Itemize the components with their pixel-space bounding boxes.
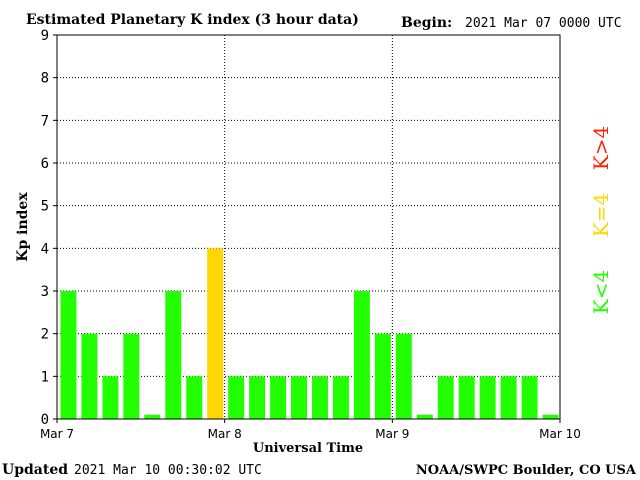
updated-value: 2021 Mar 10 00:30:02 UTC bbox=[74, 463, 262, 478]
y-tick-label: 4 bbox=[41, 241, 49, 257]
begin-label: Begin: bbox=[401, 15, 452, 31]
kp-bar bbox=[312, 376, 328, 419]
y-tick-label: 9 bbox=[41, 28, 49, 44]
kp-bar bbox=[60, 291, 77, 419]
kp-bar bbox=[228, 376, 245, 419]
x-tick-label: Mar 9 bbox=[375, 427, 409, 441]
y-tick-label: 0 bbox=[41, 412, 49, 428]
updated-label: Updated bbox=[2, 462, 68, 478]
kp-bar bbox=[249, 376, 266, 419]
kp-bar bbox=[291, 376, 307, 419]
y-tick-label: 5 bbox=[41, 199, 49, 215]
legend-equal: K=4 bbox=[589, 193, 613, 237]
kp-bar bbox=[458, 376, 475, 419]
y-tick-label: 6 bbox=[41, 156, 49, 172]
y-tick-label: 7 bbox=[41, 113, 49, 129]
kp-bar bbox=[186, 376, 203, 419]
grid-lines bbox=[57, 34, 560, 419]
kp-bar bbox=[353, 291, 370, 419]
x-tick-label: Mar 10 bbox=[539, 427, 581, 441]
plot-frame bbox=[56, 34, 561, 420]
x-tick-label: Mar 8 bbox=[208, 427, 242, 441]
credit-text: NOAA/SWPC Boulder, CO USA bbox=[416, 463, 637, 478]
x-tick-label: Mar 7 bbox=[40, 427, 74, 441]
chart-title: Estimated Planetary K index (3 hour data… bbox=[26, 12, 359, 28]
kp-bars bbox=[60, 248, 559, 419]
y-tick-label: 3 bbox=[41, 284, 49, 300]
y-tick-label: 2 bbox=[41, 327, 49, 343]
y-axis-label: Kp index bbox=[15, 192, 31, 262]
kp-bar bbox=[374, 333, 391, 419]
x-tick-labels: Mar 7 Mar 8 Mar 9 Mar 10 bbox=[40, 419, 581, 441]
kp-bar bbox=[542, 414, 559, 419]
begin-value: 2021 Mar 07 0000 UTC bbox=[465, 16, 622, 31]
kp-bar bbox=[123, 333, 140, 419]
kp-bar bbox=[395, 333, 412, 419]
kp-bar bbox=[416, 414, 433, 419]
y-tick-label: 8 bbox=[41, 71, 49, 87]
kp-bar bbox=[500, 376, 517, 419]
y-tick-label: 1 bbox=[41, 369, 49, 385]
x-axis-label: Universal Time bbox=[253, 441, 363, 456]
kp-bar bbox=[332, 376, 349, 419]
kp-bar bbox=[144, 414, 161, 419]
kp-bar bbox=[437, 376, 454, 419]
kp-bar bbox=[270, 376, 287, 419]
y-tick-labels: 0 1 2 3 4 5 6 7 8 9 bbox=[41, 28, 57, 428]
legend-low: K<4 bbox=[589, 270, 613, 314]
kp-bar bbox=[165, 291, 182, 419]
kp-bar bbox=[521, 376, 538, 419]
kp-bar bbox=[479, 376, 496, 419]
kp-bar bbox=[102, 376, 119, 419]
kp-bar bbox=[81, 333, 98, 419]
legend-high: K>4 bbox=[589, 126, 613, 170]
kp-bar bbox=[207, 248, 224, 419]
